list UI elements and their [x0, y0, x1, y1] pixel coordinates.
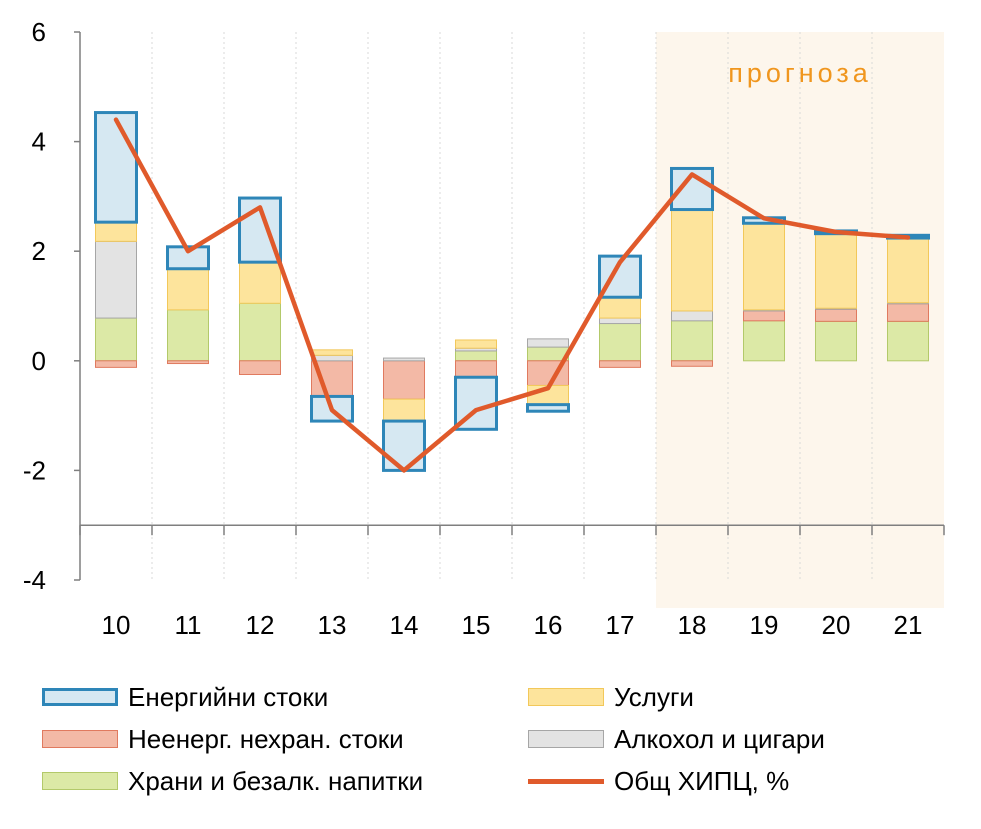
- x-tick-label-20: 20: [822, 610, 851, 640]
- legend-item-energy: Енергийни стоки: [42, 678, 328, 716]
- legend-item-non-energy-goods: Неенерг. нехран. стоки: [42, 720, 404, 758]
- x-tick-label-16: 16: [534, 610, 563, 640]
- grid: [151, 32, 873, 580]
- legend-swatch-energy: [42, 688, 118, 706]
- bar-19-s1: [743, 310, 785, 322]
- legend-label-services: Услуги: [614, 681, 694, 712]
- legend-label-food: Храни и безалк. напитки: [128, 765, 424, 796]
- x-tick-label-18: 18: [678, 610, 707, 640]
- bar-17-s3: [599, 296, 641, 319]
- bar-15-s1: [455, 360, 497, 378]
- bar-10-s0: [95, 317, 137, 362]
- x-tick-label-10: 10: [102, 610, 131, 640]
- bar-12-s3: [239, 261, 281, 304]
- bar-21-s3: [887, 237, 929, 304]
- x-tick-label-17: 17: [606, 610, 635, 640]
- legend: Енергийни стоки Услуги Неенерг. нехран. …: [0, 672, 981, 812]
- bar-10-s2: [95, 240, 137, 319]
- bar-18-s0: [671, 320, 713, 362]
- y-tick-label: 4: [32, 127, 46, 157]
- bar-13-s2: [311, 354, 353, 362]
- y-tick-label: -4: [23, 565, 46, 595]
- bar-10-s1: [95, 360, 137, 368]
- x-tick-label-19: 19: [750, 610, 779, 640]
- x-tick-label-14: 14: [390, 610, 419, 640]
- legend-item-services: Услуги: [528, 678, 694, 716]
- bar-10-s4: [94, 111, 138, 224]
- bar-18-s1: [671, 360, 713, 367]
- bar-20-s3: [815, 233, 857, 309]
- bar-11-s0: [167, 309, 209, 362]
- bar-15-s3: [455, 339, 497, 349]
- bars: [94, 111, 930, 472]
- bar-18-s3: [671, 209, 713, 312]
- y-tick-label: 0: [32, 346, 46, 376]
- forecast-label: прогноза: [728, 58, 872, 88]
- x-tick-label-21: 21: [894, 610, 923, 640]
- axes: [74, 31, 945, 581]
- y-tick-label: -2: [23, 455, 46, 485]
- line-layer: [113, 117, 911, 473]
- bar-17-s1: [599, 360, 641, 368]
- y-tick-label: 6: [32, 17, 46, 47]
- bar-15-s0: [455, 350, 497, 362]
- x-tick-label-12: 12: [246, 610, 275, 640]
- bar-20-s1: [815, 308, 857, 322]
- bar-16-s2: [527, 338, 569, 348]
- legend-swatch-food: [42, 772, 118, 790]
- legend-item-hicp: Общ ХИПЦ, %: [528, 762, 789, 800]
- bar-12-s0: [239, 302, 281, 362]
- bar-11-s3: [167, 268, 209, 311]
- bar-20-s0: [815, 320, 857, 362]
- legend-swatch-alcohol-tobacco: [528, 730, 604, 748]
- bar-21-s1: [887, 303, 929, 322]
- legend-swatch-hicp: [528, 778, 604, 784]
- bar-19-s0: [743, 320, 785, 362]
- legend-label-alcohol-tobacco: Алкохол и цигари: [614, 723, 825, 754]
- bar-14-s4: [382, 419, 426, 472]
- bar-13-s3: [311, 349, 353, 356]
- x-tick-label-11: 11: [175, 610, 202, 640]
- bar-11-s1: [167, 360, 209, 365]
- bar-16-s4: [526, 403, 570, 413]
- legend-item-alcohol-tobacco: Алкохол и цигари: [528, 720, 825, 758]
- bar-12-s1: [239, 360, 281, 375]
- legend-label-hicp: Общ ХИПЦ, %: [614, 765, 790, 796]
- bar-14-s1: [383, 360, 425, 400]
- hicp-line: [113, 117, 911, 473]
- legend-label-non-energy-goods: Неенерг. нехран. стоки: [128, 723, 404, 754]
- bar-14-s3: [383, 398, 425, 422]
- bar-14-s2: [383, 357, 425, 362]
- bar-10-s3: [95, 221, 137, 242]
- bar-17-s0: [599, 323, 641, 362]
- bar-17-s2: [599, 317, 641, 325]
- bar-18-s2: [671, 310, 713, 322]
- bar-19-s3: [743, 222, 785, 311]
- bar-21-s0: [887, 320, 929, 362]
- legend-swatch-services: [528, 688, 604, 706]
- legend-label-energy: Енергийни стоки: [128, 681, 329, 712]
- legend-swatch-non-energy-goods: [42, 730, 118, 748]
- y-tick-label: 2: [32, 236, 46, 266]
- legend-item-food: Храни и безалк. напитки: [42, 762, 423, 800]
- x-tick-label-15: 15: [462, 610, 491, 640]
- x-tick-label-13: 13: [318, 610, 347, 640]
